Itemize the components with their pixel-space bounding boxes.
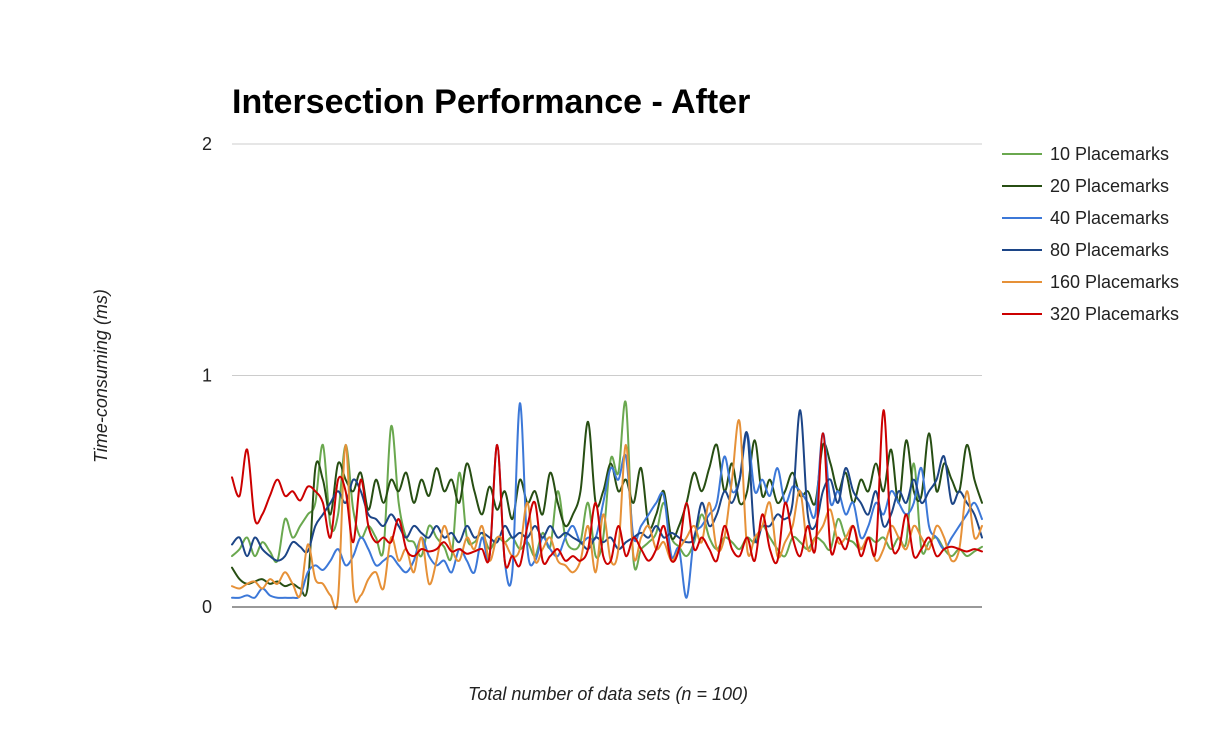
legend-label: 40 Placemarks bbox=[1050, 208, 1169, 228]
series-line-6 bbox=[231, 409, 983, 569]
y-tick-label: 0 bbox=[202, 597, 212, 617]
series-line-3 bbox=[231, 402, 983, 600]
legend-item: 80 Placemarks bbox=[1002, 240, 1169, 260]
grid-lines bbox=[232, 143, 982, 376]
series-line-2 bbox=[231, 420, 983, 597]
legend-item: 320 Placemarks bbox=[1002, 304, 1179, 324]
legend: 10 Placemarks 20 Placemarks 40 Placemarks 8… bbox=[1002, 144, 1179, 324]
legend-label: 10 Placemarks bbox=[1050, 144, 1169, 164]
legend-label: 20 Placemarks bbox=[1050, 176, 1169, 196]
chart-title: Intersection Performance - After bbox=[232, 83, 750, 121]
legend-item: 40 Placemarks bbox=[1002, 208, 1169, 228]
legend-item: 20 Placemarks bbox=[1002, 176, 1169, 196]
y-axis-label: Time-consuming (ms) bbox=[91, 289, 111, 463]
x-axis-label: Total number of data sets (n = 100) bbox=[468, 684, 748, 704]
series-line-4 bbox=[231, 409, 983, 562]
y-tick-label: 1 bbox=[202, 366, 212, 386]
legend-item: 10 Placemarks bbox=[1002, 144, 1169, 164]
legend-label: 160 Placemarks bbox=[1050, 272, 1179, 292]
y-tick-labels: 0 1 2 bbox=[202, 134, 212, 617]
y-tick-label: 2 bbox=[202, 134, 212, 154]
series-lines bbox=[231, 400, 983, 610]
legend-label: 80 Placemarks bbox=[1050, 240, 1169, 260]
legend-label: 320 Placemarks bbox=[1050, 304, 1179, 324]
legend-item: 160 Placemarks bbox=[1002, 272, 1179, 292]
